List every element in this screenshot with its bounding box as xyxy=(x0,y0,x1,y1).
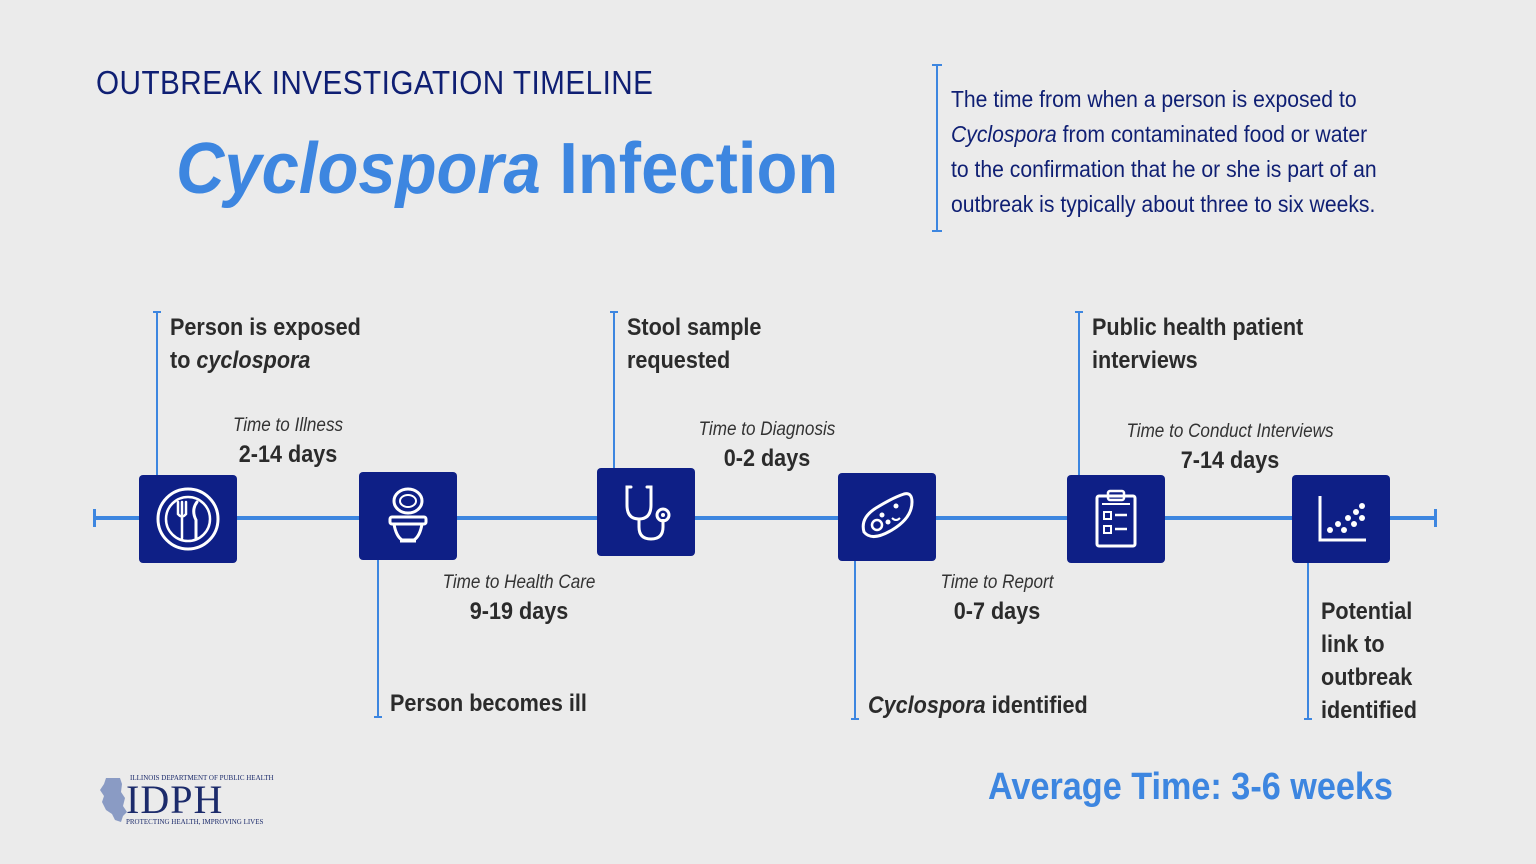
duration-interviews-label: Time to Conduct Interviews xyxy=(1126,421,1334,442)
event-link: Potential link to outbreak identified xyxy=(1321,595,1417,727)
event-exposed-to: to xyxy=(170,347,197,374)
event-link-line-4: identified xyxy=(1321,697,1418,724)
intro-bracket xyxy=(932,64,942,232)
event-identified: Cyclospora identified xyxy=(868,689,1088,722)
timeline-end-cap xyxy=(1434,509,1437,527)
logo-bottom-text: PROTECTING HEALTH, IMPROVING LIVES xyxy=(126,818,264,826)
connector-exposed xyxy=(153,311,161,476)
intro-line-2: Cyclospora from contaminated food or wat… xyxy=(951,117,1419,152)
connector-ill xyxy=(374,558,382,718)
node-identified xyxy=(838,473,936,561)
title-rest: Infection xyxy=(540,129,839,209)
duration-diagnosis-label: Time to Diagnosis xyxy=(698,419,836,440)
event-link-line-1: Potential xyxy=(1321,598,1413,625)
logo-top-text: ILLINOIS DEPARTMENT OF PUBLIC HEALTH xyxy=(130,774,274,782)
node-stool xyxy=(597,468,695,556)
duration-illness-value: 2-14 days xyxy=(238,441,338,468)
subtitle: OUTBREAK INVESTIGATION TIMELINE xyxy=(96,64,654,101)
title-italic: Cyclospora xyxy=(176,129,541,209)
duration-diagnosis: Time to Diagnosis 0-2 days xyxy=(650,418,884,476)
event-exposed-line-2: to cyclospora xyxy=(170,344,361,377)
connector-interviews xyxy=(1075,311,1083,477)
duration-health-care-label: Time to Health Care xyxy=(442,572,596,593)
node-interviews xyxy=(1067,475,1165,563)
event-stool-line-2: requested xyxy=(627,347,731,374)
event-interviews: Public health patient interviews xyxy=(1092,311,1303,377)
event-exposed: Person is exposed to cyclospora xyxy=(170,311,361,377)
node-exposed xyxy=(139,475,237,563)
intro-text: The time from when a person is exposed t… xyxy=(951,82,1419,222)
event-exposed-line-1: Person is exposed xyxy=(170,314,361,341)
intro-line-2-rest: from contaminated food or water xyxy=(1056,121,1368,147)
event-stool: Stool sample requested xyxy=(627,311,761,377)
node-ill xyxy=(359,472,457,560)
duration-health-care: Time to Health Care 9-19 days xyxy=(402,571,636,629)
scatter-plot-icon xyxy=(1318,496,1366,542)
duration-illness-label: Time to Illness xyxy=(232,415,344,436)
duration-report-value: 0-7 days xyxy=(953,598,1041,625)
intro-line-3: to the confirmation that he or she is pa… xyxy=(951,156,1377,182)
event-stool-line-1: Stool sample xyxy=(627,314,762,341)
duration-interviews: Time to Conduct Interviews 7-14 days xyxy=(1113,420,1347,478)
event-identified-italic: Cyclospora xyxy=(868,692,986,719)
connector-link xyxy=(1304,558,1312,720)
connector-stool xyxy=(610,311,618,469)
event-interviews-line-1: Public health patient xyxy=(1092,314,1304,341)
connector-identified xyxy=(851,558,859,720)
node-link xyxy=(1292,475,1390,563)
parasite-icon xyxy=(861,492,914,538)
duration-illness: Time to Illness 2-14 days xyxy=(171,414,405,472)
fork-knife-plate-icon xyxy=(156,487,220,551)
logo-main-text: IDPH xyxy=(126,777,224,822)
event-link-line-3: outbreak xyxy=(1321,664,1413,691)
duration-report-label: Time to Report xyxy=(940,572,1054,593)
idph-logo: ILLINOIS DEPARTMENT OF PUBLIC HEALTH IDP… xyxy=(96,774,274,826)
intro-line-1: The time from when a person is exposed t… xyxy=(951,86,1357,112)
clipboard-icon xyxy=(1095,489,1137,548)
event-ill: Person becomes ill xyxy=(390,690,587,717)
event-exposed-italic: cyclospora xyxy=(196,347,311,374)
page-title: Cyclospora Infection xyxy=(176,128,838,210)
event-link-line-2: link to xyxy=(1321,631,1385,658)
timeline-axis xyxy=(94,516,1437,520)
toilet-icon xyxy=(388,487,428,543)
average-time: Average Time: 3-6 weeks xyxy=(988,766,1393,808)
duration-report: Time to Report 0-7 days xyxy=(880,571,1114,629)
timeline-start-cap xyxy=(93,509,96,527)
event-interviews-line-2: interviews xyxy=(1092,347,1198,374)
event-identified-rest: identified xyxy=(985,692,1088,719)
intro-line-4: outbreak is typically about three to six… xyxy=(951,191,1376,217)
intro-line-2-italic: Cyclospora xyxy=(951,121,1057,147)
duration-interviews-value: 7-14 days xyxy=(1180,447,1280,474)
duration-health-care-value: 9-19 days xyxy=(469,598,569,625)
illinois-state-icon xyxy=(100,778,127,822)
stethoscope-icon xyxy=(625,485,671,541)
duration-diagnosis-value: 0-2 days xyxy=(723,445,811,472)
